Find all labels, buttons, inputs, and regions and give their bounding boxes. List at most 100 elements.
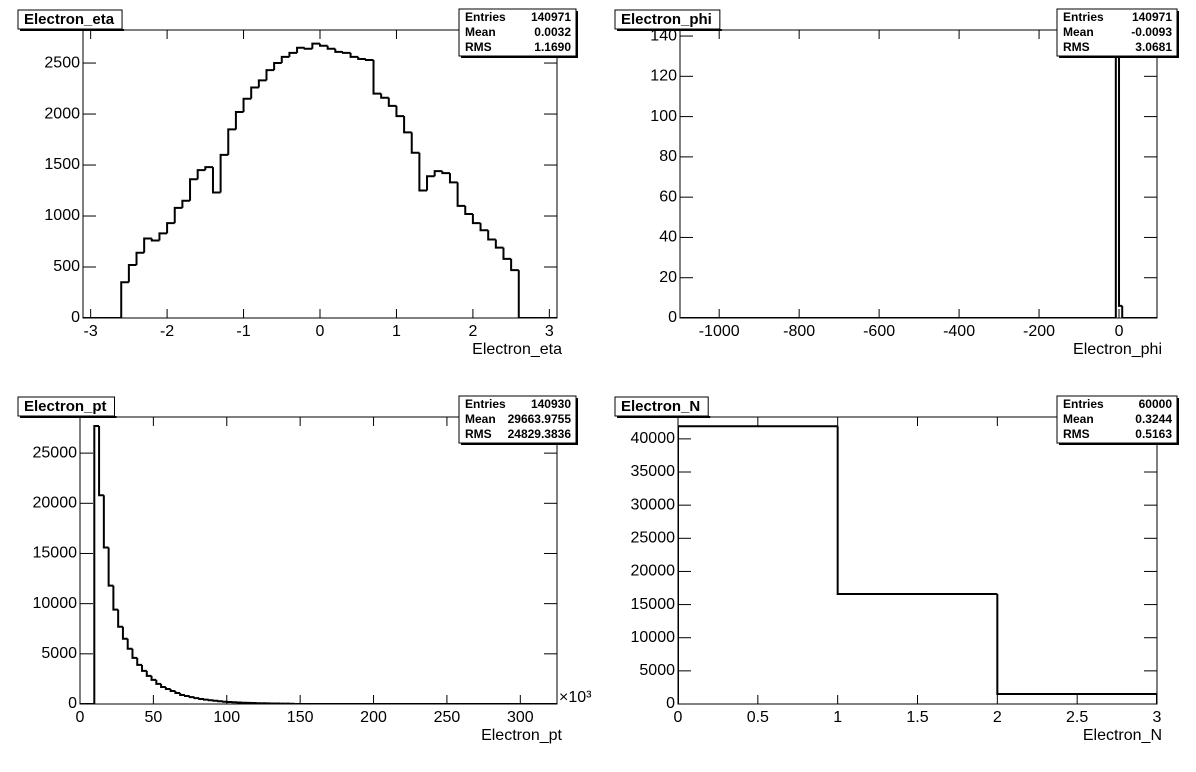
stats-box xyxy=(1056,395,1178,444)
histogram-bin xyxy=(164,686,171,690)
histogram-bin xyxy=(174,690,181,694)
x-tick-label: -3 xyxy=(84,323,98,340)
y-tick-label: 0 xyxy=(71,309,80,326)
y-tick-label: 40 xyxy=(659,229,677,246)
histogram-bin xyxy=(120,281,129,318)
histogram-bin xyxy=(517,270,527,318)
y-tick-label: 0 xyxy=(666,695,675,712)
histogram-bin xyxy=(169,688,176,692)
histogram-bin xyxy=(155,679,162,685)
histogram-bin xyxy=(265,69,275,81)
stats-label: RMS xyxy=(465,40,492,54)
stats-label: RMS xyxy=(465,427,492,441)
stats-value: 0.0032 xyxy=(534,25,571,39)
x-axis-label: Electron_phi xyxy=(1073,341,1162,358)
histogram-bin xyxy=(196,169,206,180)
x-tick-label: -2 xyxy=(160,323,174,340)
histogram-bin xyxy=(280,55,290,64)
histogram-bin xyxy=(198,697,205,700)
histogram-bin xyxy=(183,694,190,697)
x-tick-label: 3 xyxy=(1153,709,1162,726)
histogram-bin xyxy=(160,683,166,688)
histogram-bin xyxy=(426,175,435,191)
histogram-bin xyxy=(135,251,145,265)
histogram-bin xyxy=(150,675,157,681)
stats-label: Entries xyxy=(465,397,506,411)
y-tick-label: 5000 xyxy=(41,645,77,662)
x-axis-label: Electron_N xyxy=(1083,727,1162,744)
histogram-bin xyxy=(158,232,168,241)
y-tick-label: 0 xyxy=(668,309,677,326)
stats-label: Entries xyxy=(465,10,506,24)
histogram-bin xyxy=(127,263,137,283)
stats-value: 0.5163 xyxy=(1135,427,1172,441)
title-shadow xyxy=(617,416,711,418)
x-tick-label: -600 xyxy=(863,323,895,340)
stats-box xyxy=(458,8,577,57)
stats-value: -0.0093 xyxy=(1131,25,1172,39)
chart-title: Electron_pt xyxy=(24,398,107,415)
x-tick-label: 200 xyxy=(360,709,387,726)
x-tick-label: -1000 xyxy=(699,323,740,340)
x-tick-label: 250 xyxy=(434,709,461,726)
y-tick-label: 2500 xyxy=(44,54,80,71)
stats-box xyxy=(458,395,577,444)
stats-label: Mean xyxy=(1063,25,1094,39)
x-tick-label: -200 xyxy=(1023,323,1055,340)
x-tick-label: 1.5 xyxy=(906,709,928,726)
y-tick-label: 20000 xyxy=(33,495,78,512)
histogram-bin xyxy=(410,132,420,154)
title-shadow xyxy=(20,416,117,418)
stats-value: 60000 xyxy=(1139,397,1173,411)
y-tick-label: 1000 xyxy=(44,207,80,224)
y-tick-label: 80 xyxy=(659,148,677,165)
histogram-bin xyxy=(207,699,214,702)
y-tick-label: 40000 xyxy=(631,430,676,447)
stats-value: 0.3244 xyxy=(1135,412,1172,426)
histogram-bin xyxy=(996,593,1157,704)
title-shadow xyxy=(617,29,722,31)
stats-value: 24829.3836 xyxy=(508,427,572,441)
x-tick-label: 0 xyxy=(76,709,85,726)
x-tick-label: 3 xyxy=(545,323,554,340)
histogram-bin xyxy=(166,222,175,234)
histogram-bin xyxy=(403,116,412,134)
x-tick-label: 50 xyxy=(144,709,162,726)
stats-value: 3.0681 xyxy=(1135,40,1172,54)
histogram-bin xyxy=(1121,305,1157,318)
stats-value: 140930 xyxy=(531,397,571,411)
histogram-bin xyxy=(441,171,450,175)
x-tick-label: 300 xyxy=(507,709,534,726)
histogram-bin xyxy=(464,205,473,215)
histogram-bin xyxy=(217,700,224,703)
stats-label: RMS xyxy=(1063,40,1090,54)
histogram-bin xyxy=(227,128,236,155)
x-tick-label: 0 xyxy=(316,323,325,340)
histogram-bin xyxy=(242,97,252,112)
histogram-bin xyxy=(121,626,128,640)
histogram-bin xyxy=(395,105,405,118)
x-axis-label: Electron_pt xyxy=(481,727,562,744)
x-tick-label: 2 xyxy=(993,709,1002,726)
histogram-bin xyxy=(273,62,282,71)
histogram-bin xyxy=(141,664,147,672)
histogram-bin xyxy=(334,48,343,53)
histogram-bin xyxy=(102,495,109,549)
histogram-bin xyxy=(193,697,200,700)
x-tick-label: -400 xyxy=(943,323,975,340)
y-tick-label: 120 xyxy=(650,68,677,85)
y-tick-label: 0 xyxy=(68,695,77,712)
histogram-bin xyxy=(471,213,481,225)
chart-title: Electron_phi xyxy=(621,11,712,28)
chart-title: Electron_eta xyxy=(24,11,115,28)
histogram-bin xyxy=(502,247,512,260)
x-tick-label: 0.5 xyxy=(747,709,769,726)
y-tick-label: 2000 xyxy=(44,105,80,122)
histogram-bin xyxy=(145,670,152,677)
y-tick-label: 5000 xyxy=(639,662,675,679)
stats-label: Entries xyxy=(1063,397,1104,411)
y-tick-label: 25000 xyxy=(631,530,676,547)
histogram-bin xyxy=(212,699,219,702)
histogram-bin xyxy=(203,698,209,701)
